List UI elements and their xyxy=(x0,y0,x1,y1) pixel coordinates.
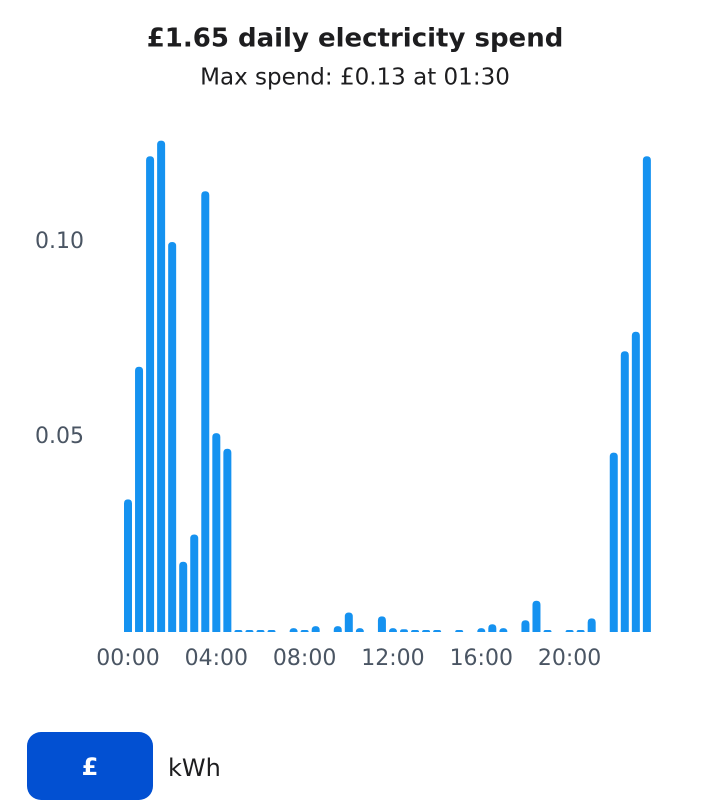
toggle-pound[interactable] xyxy=(27,732,153,800)
bar xyxy=(455,630,464,632)
bar xyxy=(157,140,166,632)
bar xyxy=(256,630,265,632)
chart-subtitle: Max spend: £0.13 at 01:30 xyxy=(200,65,510,91)
bar xyxy=(388,628,397,632)
bar xyxy=(212,433,221,632)
bar xyxy=(609,452,618,632)
bar xyxy=(146,156,155,632)
y-tick-label: 0.10 xyxy=(35,229,84,254)
bar xyxy=(168,242,177,632)
bar xyxy=(400,629,408,632)
bar xyxy=(135,366,144,632)
bar xyxy=(620,351,629,632)
bar xyxy=(411,630,420,632)
x-tick-label: 16:00 xyxy=(450,646,513,671)
bar xyxy=(190,534,199,632)
chart-title: £1.65 daily electricity spend xyxy=(147,24,564,54)
bar xyxy=(576,630,585,632)
x-tick-label: 08:00 xyxy=(273,646,336,671)
x-tick-label: 04:00 xyxy=(185,646,248,671)
bar xyxy=(521,620,530,632)
bar xyxy=(245,630,254,632)
bar xyxy=(333,626,342,632)
bar xyxy=(300,630,309,632)
bar xyxy=(587,618,596,632)
bar xyxy=(433,630,442,632)
bar xyxy=(124,499,132,632)
bar xyxy=(543,630,552,632)
bar xyxy=(267,630,276,632)
x-tick-label: 12:00 xyxy=(361,646,424,671)
bar xyxy=(532,600,541,632)
bar xyxy=(201,191,210,633)
bar xyxy=(642,156,651,632)
unit-toggle: £ kWh xyxy=(27,732,221,800)
bar xyxy=(477,628,486,632)
bar xyxy=(179,561,188,632)
bar xyxy=(422,630,431,632)
toggle-pound-label[interactable]: £ xyxy=(82,753,99,781)
bar xyxy=(355,628,364,632)
bar xyxy=(311,626,320,632)
x-tick-label: 00:00 xyxy=(96,646,159,671)
bar xyxy=(223,448,232,632)
bar xyxy=(631,331,640,632)
bar xyxy=(488,624,497,632)
bar xyxy=(499,628,508,632)
bar xyxy=(377,616,386,632)
toggle-kwh-label[interactable]: kWh xyxy=(168,754,221,782)
x-tick-label: 20:00 xyxy=(538,646,601,671)
y-tick-label: 0.05 xyxy=(35,424,84,449)
bar xyxy=(565,630,574,632)
bar xyxy=(234,630,243,632)
bar xyxy=(289,628,298,632)
bar xyxy=(344,612,353,632)
